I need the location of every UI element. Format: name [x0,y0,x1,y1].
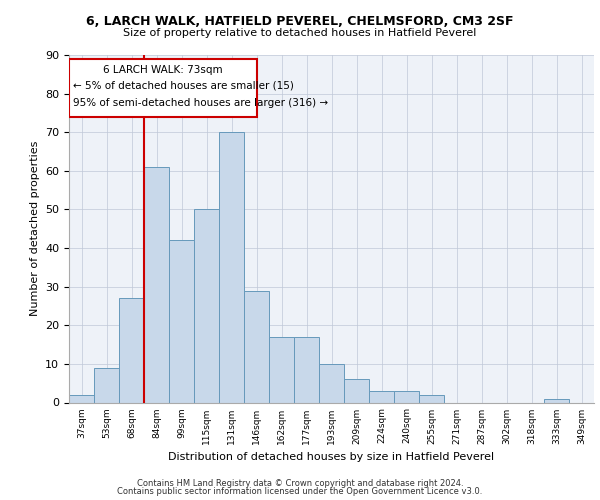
Bar [69,395,94,402]
Bar [344,380,369,402]
X-axis label: Distribution of detached houses by size in Hatfield Peverel: Distribution of detached houses by size … [169,452,494,462]
Bar [169,240,194,402]
Text: 95% of semi-detached houses are larger (316) →: 95% of semi-detached houses are larger (… [73,98,328,108]
Bar [119,298,144,403]
Bar [369,391,394,402]
Bar [219,132,244,402]
Bar [419,395,444,402]
Bar [94,368,119,402]
Y-axis label: Number of detached properties: Number of detached properties [29,141,40,316]
Text: 6, LARCH WALK, HATFIELD PEVEREL, CHELMSFORD, CM3 2SF: 6, LARCH WALK, HATFIELD PEVEREL, CHELMSF… [86,15,514,28]
Bar [269,337,294,402]
Bar [544,398,569,402]
Bar [244,290,269,403]
Bar [294,337,319,402]
Text: 6 LARCH WALK: 73sqm: 6 LARCH WALK: 73sqm [103,66,223,76]
Bar [144,167,169,402]
Text: ← 5% of detached houses are smaller (15): ← 5% of detached houses are smaller (15) [73,81,293,91]
Bar [394,391,419,402]
FancyBboxPatch shape [69,59,257,117]
Text: Contains HM Land Registry data © Crown copyright and database right 2024.: Contains HM Land Registry data © Crown c… [137,478,463,488]
Text: Contains public sector information licensed under the Open Government Licence v3: Contains public sector information licen… [118,487,482,496]
Bar [194,210,219,402]
Text: Size of property relative to detached houses in Hatfield Peverel: Size of property relative to detached ho… [124,28,476,38]
Bar [319,364,344,403]
